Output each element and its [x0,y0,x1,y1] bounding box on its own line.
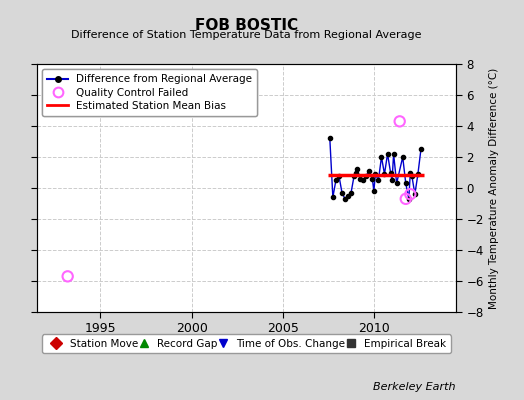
Legend: Station Move, Record Gap, Time of Obs. Change, Empirical Break: Station Move, Record Gap, Time of Obs. C… [42,334,451,353]
Point [63,273,72,280]
Text: Berkeley Earth: Berkeley Earth [374,382,456,392]
Legend: Difference from Regional Average, Quality Control Failed, Estimated Station Mean: Difference from Regional Average, Qualit… [42,69,257,116]
Point [396,118,404,124]
Text: FOB BOSTIC: FOB BOSTIC [195,18,298,33]
Point [401,196,410,202]
Point [406,191,414,197]
Text: Difference of Station Temperature Data from Regional Average: Difference of Station Temperature Data f… [71,30,421,40]
Y-axis label: Monthly Temperature Anomaly Difference (°C): Monthly Temperature Anomaly Difference (… [489,67,499,309]
